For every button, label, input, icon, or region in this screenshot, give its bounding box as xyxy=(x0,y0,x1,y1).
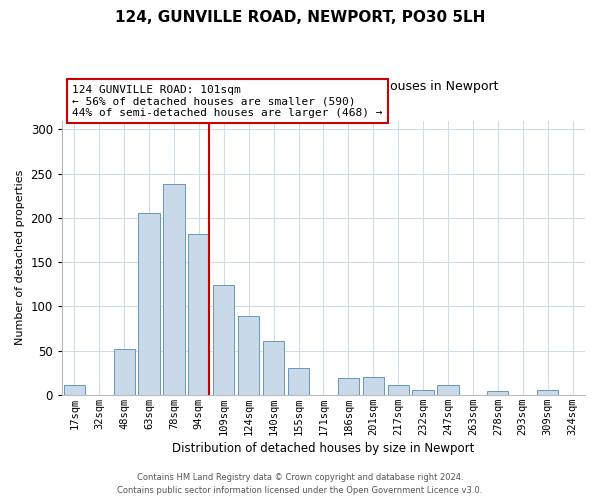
Text: 124, GUNVILLE ROAD, NEWPORT, PO30 5LH: 124, GUNVILLE ROAD, NEWPORT, PO30 5LH xyxy=(115,10,485,25)
Bar xyxy=(288,368,309,395)
Y-axis label: Number of detached properties: Number of detached properties xyxy=(15,170,25,346)
Bar xyxy=(163,184,185,395)
Text: 124 GUNVILLE ROAD: 101sqm
← 56% of detached houses are smaller (590)
44% of semi: 124 GUNVILLE ROAD: 101sqm ← 56% of detac… xyxy=(72,84,383,118)
Bar xyxy=(537,390,558,395)
Text: Contains HM Land Registry data © Crown copyright and database right 2024.
Contai: Contains HM Land Registry data © Crown c… xyxy=(118,474,482,495)
Bar xyxy=(139,214,160,395)
Title: Size of property relative to detached houses in Newport: Size of property relative to detached ho… xyxy=(148,80,499,93)
Bar xyxy=(64,385,85,395)
Bar xyxy=(263,341,284,395)
Bar xyxy=(437,385,458,395)
Bar xyxy=(487,391,508,395)
Bar xyxy=(412,390,434,395)
Bar xyxy=(188,234,209,395)
Bar xyxy=(362,377,384,395)
Bar xyxy=(213,285,235,395)
Bar xyxy=(113,349,135,395)
X-axis label: Distribution of detached houses by size in Newport: Distribution of detached houses by size … xyxy=(172,442,475,455)
Bar xyxy=(338,378,359,395)
Bar xyxy=(388,385,409,395)
Bar xyxy=(238,316,259,395)
